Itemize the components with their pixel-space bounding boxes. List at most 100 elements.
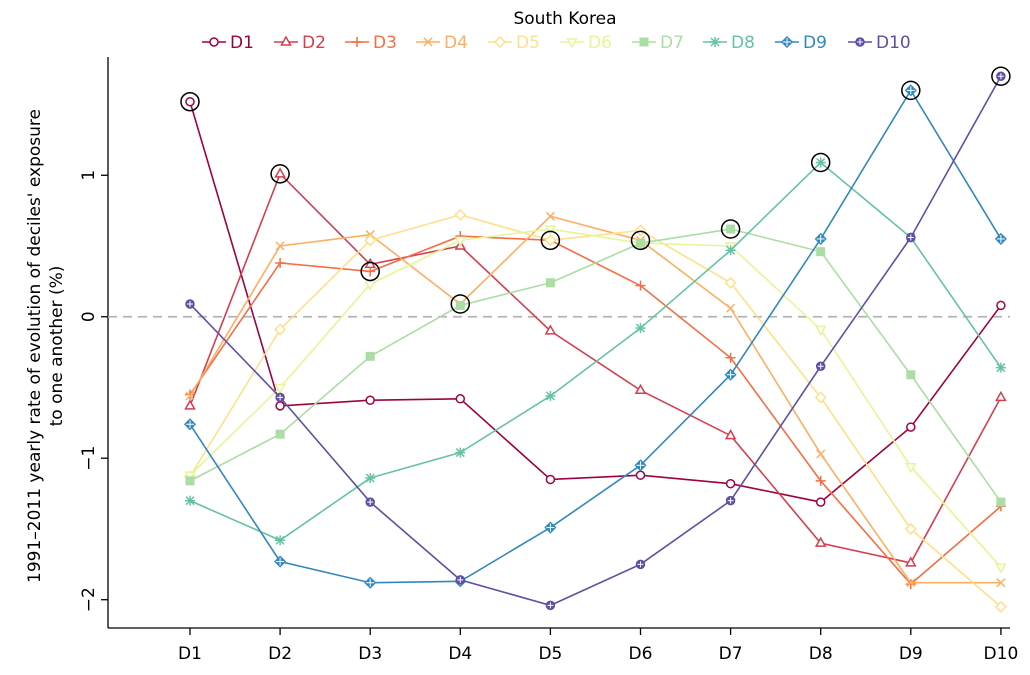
point-d8-d3: [365, 473, 376, 484]
point-d9-d7: [724, 368, 737, 381]
point-d4-d10: [996, 578, 1006, 588]
point-d9-d9: [904, 84, 917, 97]
point-d10-d5: [545, 600, 556, 611]
point-d7-d7: [726, 224, 736, 234]
legend-marker-d7: [639, 37, 649, 47]
point-d4-d5: [545, 211, 555, 221]
point-d10-d2: [275, 392, 285, 403]
series-d4: [185, 211, 1006, 588]
legend-label-d2: D2: [302, 33, 326, 53]
series-line-d9: [189, 88, 1002, 584]
point-d1-d1: [185, 96, 195, 107]
legend-marker-d5: [493, 35, 507, 49]
point-d8-d2: [275, 535, 286, 546]
highlight-circle-d6: [630, 230, 651, 251]
point-d10-d8: [815, 361, 826, 372]
point-d9-d6: [634, 459, 647, 472]
point-d1-d10: [996, 300, 1006, 311]
point-d10-d7: [725, 495, 736, 506]
point-d5-d3: [364, 234, 377, 247]
highlight-circle-d1: [180, 91, 200, 112]
series-line-d4: [189, 215, 1001, 584]
legend-item-d1: D1: [202, 33, 254, 53]
point-d7-d6: [636, 238, 645, 248]
highlight-circle-d8: [810, 152, 831, 173]
highlight-circle-d7: [720, 219, 741, 239]
axes: −2 −1 0 1 D1 D2 D3 D4 D5 D6 D7 D8 D9 D10: [79, 57, 1018, 664]
point-d8-d5: [545, 390, 556, 401]
point-d9-d2: [274, 555, 287, 568]
point-d5-d8: [814, 391, 827, 404]
point-d6-d2: [274, 383, 286, 395]
point-d10-d9: [906, 232, 916, 243]
point-d5-d7: [724, 276, 737, 289]
point-d1-d8: [815, 497, 826, 507]
point-d9-d5: [544, 521, 557, 534]
point-d2-d6: [634, 383, 647, 395]
series-line-d7: [189, 228, 1002, 503]
point-d7-d8: [816, 247, 826, 257]
point-d9-d10: [994, 232, 1007, 245]
y-tick-label-1: −1: [79, 446, 99, 471]
x-tick-label-7: D8: [809, 644, 833, 664]
series-line-d6: [189, 228, 1002, 568]
chart-title: South Korea: [513, 9, 616, 29]
point-d2-d2: [274, 167, 286, 178]
point-d7-d9: [906, 370, 916, 380]
series-d7: [185, 224, 1006, 507]
legend-marker-d2: [280, 35, 292, 46]
point-d1-d5: [545, 474, 556, 485]
point-d6-d4: [454, 236, 467, 247]
point-d9-d1: [183, 418, 197, 431]
point-d3-d9: [905, 579, 916, 590]
point-d2-d1: [184, 399, 196, 410]
legend-item-d5: D5: [488, 33, 540, 53]
series-d10: [185, 71, 1006, 611]
highlight-circle-d9: [901, 80, 921, 101]
legend-item-d6: D6: [560, 33, 612, 53]
point-d5-d10: [994, 600, 1007, 613]
point-d10-d1: [185, 299, 195, 309]
highlight-circle-d5: [540, 230, 561, 251]
point-d1-d3: [365, 395, 375, 405]
y-axis-label-line-2: to one another (%): [47, 266, 67, 427]
highlight-circle-d4: [450, 294, 471, 314]
point-d2-d8: [814, 536, 827, 547]
legend-label-d9: D9: [803, 33, 827, 53]
point-d8-d1: [185, 495, 195, 506]
point-d2-d5: [544, 324, 557, 335]
legend-item-d4: D4: [416, 33, 468, 53]
point-d4-d2: [275, 241, 285, 251]
x-tick-label-1: D2: [268, 644, 292, 664]
legend-item-d7: D7: [632, 33, 684, 53]
point-d3-d8: [815, 475, 826, 486]
legend-label-d8: D8: [731, 33, 755, 53]
point-d5-d5: [544, 234, 557, 247]
legend-item-d9: D9: [775, 33, 827, 53]
y-tick-label-0: −2: [79, 587, 99, 612]
point-d1-d9: [906, 422, 916, 432]
legend-item-d2: D2: [274, 33, 326, 53]
legend-marker-d4: [423, 37, 433, 47]
legend-marker-d6: [566, 38, 578, 49]
y-axis-label-line-1: 1991–2011 yearly rate of evolution of de…: [25, 109, 45, 583]
point-d6-d10: [995, 563, 1007, 574]
series-d2: [184, 167, 1007, 567]
x-tick-label-0: D1: [178, 644, 202, 664]
highlight-circle-d3: [360, 261, 380, 282]
legend-label-d7: D7: [660, 33, 684, 53]
point-d2-d7: [724, 429, 737, 440]
legend-marker-d10: [855, 37, 865, 47]
series-layer: [183, 71, 1007, 613]
legend-marker-d3: [352, 37, 362, 47]
x-tick-label-9: D10: [984, 644, 1019, 664]
x-tick-label-4: D5: [538, 644, 562, 664]
point-d1-d2: [275, 401, 285, 411]
point-d3-d7: [725, 352, 736, 363]
legend-marker-d9: [780, 35, 794, 49]
legend: D1 D2 D3 D4 D5 D6 D7 D8 D9 D10: [202, 33, 911, 53]
x-tick-label-5: D6: [629, 644, 653, 664]
point-d1-d7: [725, 478, 736, 489]
point-d6-d8: [814, 325, 827, 337]
